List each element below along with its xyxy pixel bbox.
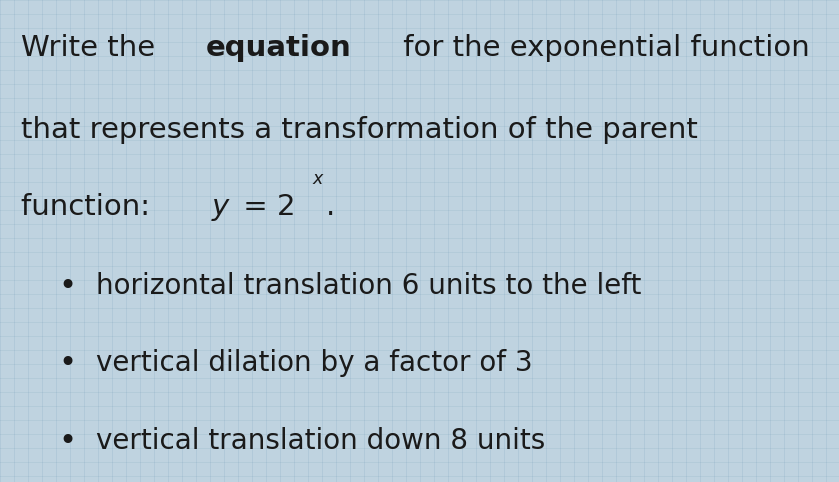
Text: horizontal translation 6 units to the left: horizontal translation 6 units to the le… — [96, 272, 642, 300]
Text: x: x — [313, 170, 323, 187]
Text: vertical dilation by a factor of 3: vertical dilation by a factor of 3 — [96, 349, 533, 377]
Text: •: • — [58, 349, 76, 378]
Text: for the exponential function: for the exponential function — [394, 34, 810, 62]
Text: •: • — [58, 427, 76, 455]
Text: •: • — [58, 272, 76, 301]
Text: equation: equation — [206, 34, 352, 62]
Text: .: . — [326, 193, 336, 221]
Text: y: y — [211, 193, 228, 221]
Text: vertical translation down 8 units: vertical translation down 8 units — [96, 427, 545, 455]
Text: = 2: = 2 — [233, 193, 295, 221]
Text: that represents a transformation of the parent: that represents a transformation of the … — [21, 116, 698, 144]
Text: function:: function: — [21, 193, 169, 221]
Text: Write the: Write the — [21, 34, 164, 62]
